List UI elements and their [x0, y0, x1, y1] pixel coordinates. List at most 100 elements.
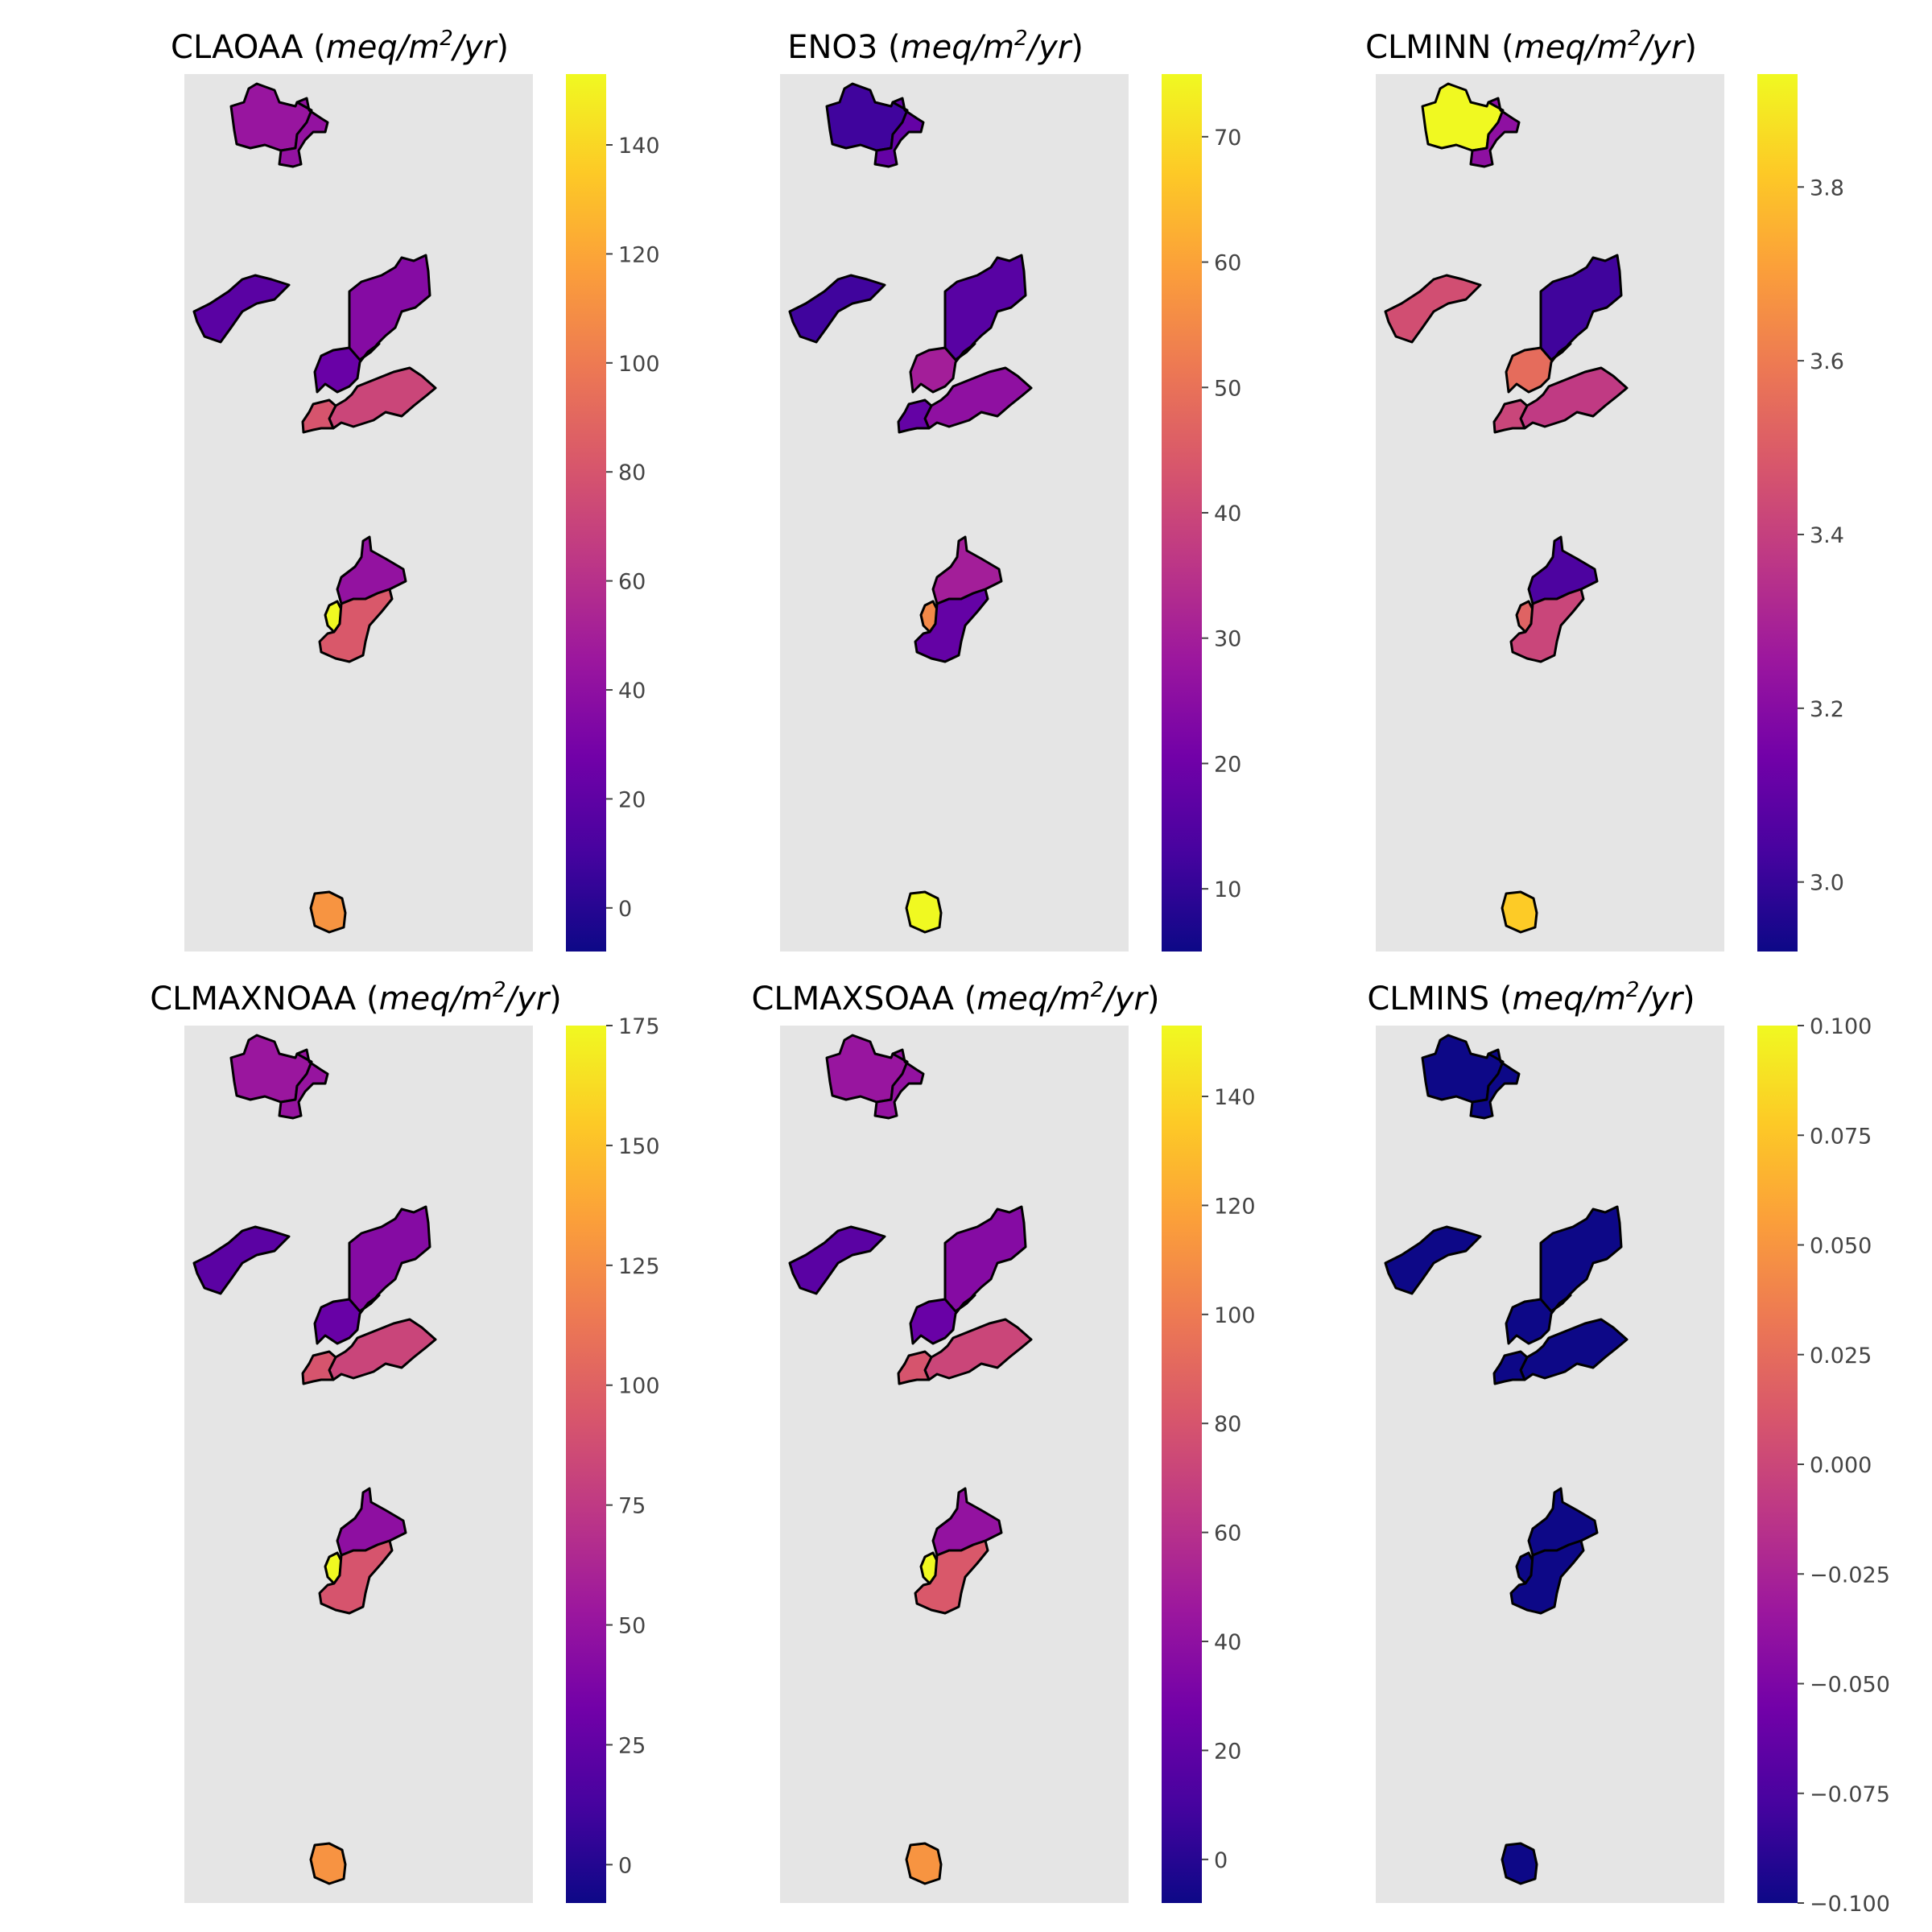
region-north-east: [1469, 1048, 1521, 1120]
region-east-small-group: [313, 342, 381, 394]
colorbar-tick-label: 100: [1214, 1303, 1256, 1328]
region-central-south: [914, 1539, 989, 1615]
region-east-southwest: [897, 1350, 933, 1385]
colorbar-tick-label: 40: [1214, 502, 1241, 526]
colorbar: [1162, 74, 1202, 952]
region-island-south: [905, 1842, 943, 1885]
colorbar-tick-label: 3.4: [1810, 523, 1844, 548]
map-area: [184, 74, 533, 952]
colorbar-tick-label: 0.050: [1810, 1234, 1872, 1259]
colorbar-tick-label: 40: [618, 679, 646, 704]
panel-title: CLMAXSOAA (meq/m2/yr): [752, 978, 1160, 1018]
colorbar-tick-label: 20: [618, 787, 646, 812]
region-central-south: [318, 1539, 394, 1615]
colorbar-tick-label: 40: [1214, 1630, 1241, 1655]
colorbar-tick-label: 20: [1214, 752, 1241, 777]
region-north-east: [1469, 97, 1521, 168]
map-area: [1376, 1026, 1724, 1903]
region-east-small-group: [313, 1294, 381, 1345]
colorbar-tick-label: 75: [618, 1494, 646, 1519]
colorbar: [566, 74, 606, 952]
region-central-south: [1509, 588, 1585, 663]
colorbar-tick-label: 10: [1214, 877, 1241, 902]
colorbar-tick-label: 25: [618, 1733, 646, 1758]
colorbar-tick-label: −0.075: [1810, 1782, 1890, 1807]
region-central-south: [1509, 1539, 1585, 1615]
colorbar-tick-label: 120: [1214, 1194, 1256, 1219]
colorbar-tick-label: 30: [1214, 627, 1241, 652]
region-east-small-group: [1505, 342, 1572, 394]
region-island-south: [905, 890, 943, 934]
region-island-south: [309, 890, 347, 934]
colorbar-tick-label: 0.100: [1810, 1014, 1872, 1039]
colorbar-tick-label: 0.000: [1810, 1453, 1872, 1478]
region-north-east: [278, 1048, 329, 1120]
region-group: [192, 82, 437, 934]
region-east-small-group: [1505, 1294, 1572, 1345]
colorbar-tick-label: 0.025: [1810, 1344, 1872, 1368]
region-east-small-group: [909, 342, 976, 394]
panel-title: CLMAXNOAA (meq/m2/yr): [150, 978, 562, 1018]
region-east-southwest: [301, 1350, 337, 1385]
region-group: [1384, 1034, 1629, 1885]
colorbar-tick-label: 70: [1214, 126, 1241, 151]
colorbar: [1757, 74, 1798, 952]
map-area: [184, 1026, 533, 1903]
colorbar-tick-label: 80: [1214, 1412, 1241, 1437]
region-north-east: [873, 97, 925, 168]
region-west-group: [1384, 1225, 1482, 1295]
colorbar-tick-label: 0: [618, 897, 632, 922]
region-west-group: [788, 274, 886, 344]
colorbar-tick-label: 60: [618, 570, 646, 595]
colorbar-tick-label: 175: [618, 1014, 660, 1039]
map-area: [1376, 74, 1724, 952]
region-east-southwest: [301, 398, 337, 434]
region-west-group: [788, 1225, 886, 1295]
colorbar-tick-label: −0.050: [1810, 1673, 1890, 1698]
panel-title: ENO3 (meq/m2/yr): [787, 27, 1084, 66]
colorbar-tick-label: 3.8: [1810, 175, 1844, 200]
colorbar-tick-label: 60: [1214, 251, 1241, 276]
colorbar: [1757, 1026, 1798, 1903]
region-group: [788, 82, 1033, 934]
colorbar-tick-label: −0.025: [1810, 1563, 1890, 1587]
region-west-group: [192, 1225, 291, 1295]
colorbar-tick-label: 125: [618, 1254, 660, 1279]
region-east-southwest: [1492, 1350, 1529, 1385]
colorbar-tick-label: 3.2: [1810, 697, 1844, 722]
colorbar-tick-label: 120: [618, 242, 660, 267]
panel-title: CLMINS (meq/m2/yr): [1367, 978, 1695, 1018]
region-island-south: [309, 1842, 347, 1885]
colorbar-tick-label: 0: [618, 1853, 632, 1878]
colorbar-tick-label: 140: [1214, 1085, 1256, 1110]
map-area: [780, 1026, 1129, 1903]
region-central-south: [318, 588, 394, 663]
region-island-south: [1501, 1842, 1538, 1885]
region-west-group: [1384, 274, 1482, 344]
region-north-east: [873, 1048, 925, 1120]
colorbar-tick-label: 150: [618, 1134, 660, 1159]
colorbar-tick-label: 100: [618, 352, 660, 377]
colorbar-tick-label: −0.100: [1810, 1892, 1890, 1917]
region-group: [192, 1034, 437, 1885]
colorbar-tick-label: 3.0: [1810, 871, 1844, 896]
region-east-small-group: [909, 1294, 976, 1345]
colorbar-tick-label: 0.075: [1810, 1124, 1872, 1149]
region-group: [1384, 82, 1629, 934]
region-east-southwest: [897, 398, 933, 434]
region-group: [788, 1034, 1033, 1885]
colorbar-tick-label: 3.6: [1810, 349, 1844, 374]
colorbar-tick-label: 50: [1214, 376, 1241, 401]
colorbar-tick-label: 0: [1214, 1848, 1228, 1873]
region-east-southwest: [1492, 398, 1529, 434]
region-central-south: [914, 588, 989, 663]
colorbar-tick-label: 20: [1214, 1739, 1241, 1764]
colorbar: [1162, 1026, 1202, 1903]
colorbar-tick-label: 100: [618, 1374, 660, 1399]
panel-title: CLMINN (meq/m2/yr): [1365, 27, 1697, 66]
colorbar-tick-label: 50: [618, 1614, 646, 1639]
region-island-south: [1501, 890, 1538, 934]
colorbar-tick-label: 140: [618, 134, 660, 159]
map-area: [780, 74, 1129, 952]
